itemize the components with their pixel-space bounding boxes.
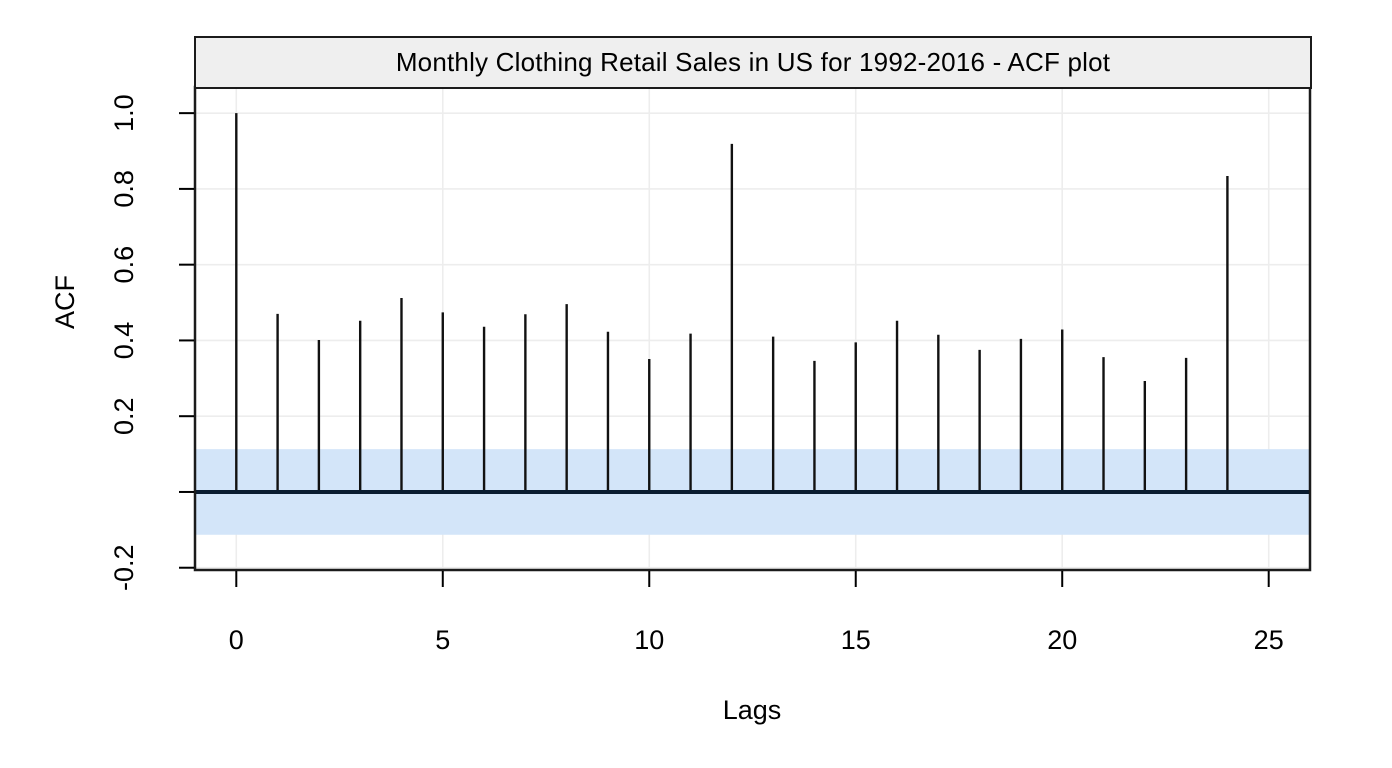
y-tick-labels: -0.2 0.2 0.4 0.6 0.8 1.0 (109, 94, 139, 591)
y-tick-label: -0.2 (109, 544, 139, 591)
x-tick-label: 15 (841, 625, 871, 655)
plot-generated-layer: 0 5 10 15 20 25 -0.2 0.2 0.4 0.6 0.8 1.0 (109, 85, 1312, 655)
y-tick-label: 1.0 (109, 94, 139, 132)
acf-bars (235, 113, 1229, 492)
x-axis-title: Lags (723, 695, 782, 725)
chart-title: Monthly Clothing Retail Sales in US for … (395, 47, 1111, 77)
y-tick-label: 0.2 (109, 397, 139, 435)
y-tick-label: 0.4 (109, 322, 139, 360)
y-tick-label: 0.8 (109, 170, 139, 208)
x-tick-label: 10 (634, 625, 664, 655)
x-tick-label: 5 (435, 625, 450, 655)
x-tick-label: 0 (229, 625, 244, 655)
y-axis-title: ACF (50, 275, 80, 329)
title-strip: Monthly Clothing Retail Sales in US for … (194, 36, 1312, 89)
axis-ticks (179, 112, 1270, 587)
x-tick-label: 25 (1254, 625, 1284, 655)
x-tick-label: 20 (1047, 625, 1077, 655)
y-tick-label: 0.6 (109, 246, 139, 284)
x-tick-labels: 0 5 10 15 20 25 (229, 625, 1284, 655)
